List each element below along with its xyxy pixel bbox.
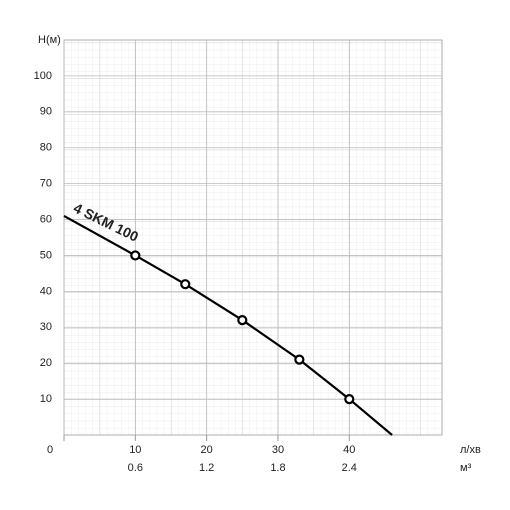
major-grid bbox=[64, 40, 442, 435]
point-marker bbox=[180, 279, 191, 290]
y-tick-label: 90 bbox=[40, 106, 52, 118]
y-tick-label: 70 bbox=[40, 178, 52, 190]
y-tick-label: 10 bbox=[40, 393, 52, 405]
x2-tick-label: 1.2 bbox=[199, 462, 214, 474]
x2-tick-label: 2.4 bbox=[342, 462, 357, 474]
x-tick-label: 10 bbox=[129, 444, 141, 456]
x-tick-label: 40 bbox=[343, 444, 355, 456]
x2-tick-label: 1.8 bbox=[270, 462, 285, 474]
point-marker bbox=[294, 354, 305, 365]
point-marker bbox=[344, 393, 355, 405]
y-tick-label: 100 bbox=[34, 70, 52, 82]
y-axis-label: H(м) bbox=[38, 34, 61, 46]
point-marker bbox=[237, 314, 248, 326]
x-tick-label: 0 bbox=[47, 444, 53, 456]
point-marker bbox=[130, 250, 141, 261]
x-tick-label: 20 bbox=[201, 444, 213, 456]
x2-tick-label: 0.6 bbox=[128, 462, 143, 474]
y-tick-label: 80 bbox=[40, 142, 52, 154]
y-tick-label: 40 bbox=[40, 285, 52, 297]
y-tick-label: 30 bbox=[40, 321, 52, 333]
y-tick-label: 60 bbox=[40, 213, 52, 225]
x-tick-label: 30 bbox=[272, 444, 284, 456]
x2-axis-label: м³ bbox=[460, 462, 472, 474]
y-tick-label: 50 bbox=[40, 249, 52, 261]
x-axis-label: л/хв bbox=[460, 444, 481, 456]
y-tick-label: 20 bbox=[40, 357, 52, 369]
